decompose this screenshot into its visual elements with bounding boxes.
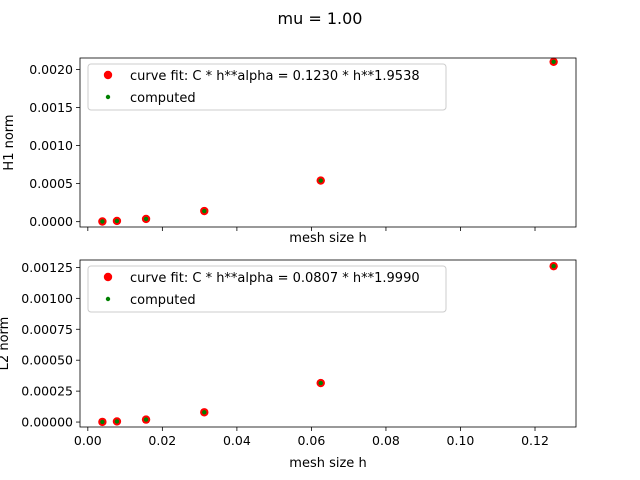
x-tick-label: 0.04 (223, 433, 251, 448)
computed-point (318, 178, 323, 183)
computed-point (114, 419, 120, 424)
x-tick-label: 0.10 (447, 433, 475, 448)
y-tick-label: 0.00125 (21, 260, 73, 275)
y-tick-label: 0.00000 (21, 415, 73, 430)
x-tick-label: 0.02 (148, 433, 176, 448)
computed-point (202, 208, 207, 214)
computed-point (551, 263, 556, 269)
legend: curve fit: C * h**alpha = 0.0807 * h**1.… (87, 265, 447, 313)
y-axis-label: H1 norm (2, 114, 17, 170)
plot-frame (79, 57, 577, 228)
x-tick-label: 0.12 (521, 433, 549, 448)
y-tick-label: 0.00050 (21, 353, 73, 368)
legend-curve-fit-label: curve fit: C * h**alpha = 0.1230 * h**1.… (130, 69, 420, 84)
x-tick-label: 0.06 (297, 433, 325, 448)
legend-computed-marker (105, 94, 111, 100)
y-tick-label: 0.0015 (29, 100, 73, 115)
x-axis-label: mesh size h (289, 456, 366, 471)
computed-point (114, 218, 120, 224)
figure-title: mu = 1.00 (278, 9, 363, 28)
computed-point (100, 419, 105, 425)
subplot-1: 0.0000 0.0005 0.0010 0.0015 0.0020 mesh size … (2, 57, 577, 246)
legend-curve-fit-marker (103, 70, 113, 80)
legend-computed-marker (105, 296, 111, 302)
legend-curve-fit-marker (103, 272, 113, 282)
subplots-container: 0.0000 0.0005 0.0010 0.0015 0.0020 mesh size … (0, 57, 577, 471)
y-tick-label: 0.00025 (21, 384, 73, 399)
plot-frame (79, 259, 577, 428)
legend: curve fit: C * h**alpha = 0.1230 * h**1.… (87, 63, 447, 111)
y-tick-label: 0.00100 (21, 291, 73, 306)
legend-curve-fit-label: curve fit: C * h**alpha = 0.0807 * h**1.… (130, 271, 420, 286)
x-tick-label: 0.00 (74, 433, 102, 448)
y-tick-label: 0.0000 (29, 214, 73, 229)
y-tick-label: 0.0010 (29, 138, 73, 153)
y-tick-label: 0.0020 (29, 62, 73, 77)
y-axis-label: L2 norm (0, 317, 12, 371)
legend-box (87, 265, 447, 313)
computed-point (100, 219, 105, 224)
computed-point (143, 417, 149, 422)
computed-point (143, 216, 149, 222)
legend-computed-label: computed (130, 91, 196, 106)
legend-computed-label: computed (130, 293, 196, 308)
computed-point (202, 410, 207, 415)
y-tick-label: 0.00075 (21, 322, 73, 337)
computed-point (318, 380, 323, 386)
x-axis-label: mesh size h (289, 231, 366, 246)
computed-point (551, 59, 556, 65)
y-tick-label: 0.0005 (29, 176, 73, 191)
x-tick-label: 0.08 (372, 433, 400, 448)
legend-box (87, 63, 447, 111)
subplot-2: 0.00000 0.00025 0.00050 0.00075 0.00100 0.001… (0, 259, 577, 471)
